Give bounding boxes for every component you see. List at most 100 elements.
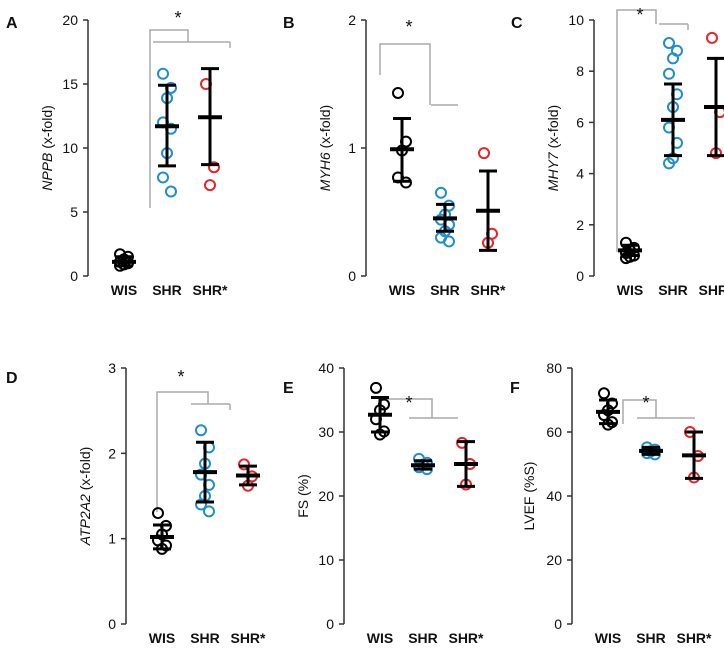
data-point [195,498,207,511]
group-wis [618,236,642,265]
significance-bracket [616,9,657,252]
significance-bracket [149,29,189,208]
panel-c: C 0 2 4 6 8 10 MHY7 (x-fold) WIS SHR SHR* * [511,5,724,298]
data-point [392,86,404,99]
x-category-label: WIS [111,282,137,298]
y-tick-label: 10 [568,12,584,28]
group-shr [661,37,685,170]
data-point [598,387,610,400]
y-axis-label: ATP2A2 (x-fold) [77,447,93,547]
y-tick-label: 15 [62,76,78,92]
group-wis [368,381,392,441]
y-tick-label: 10 [62,140,78,156]
significance-star: * [405,393,412,413]
x-category-label: SHR* [470,282,506,298]
y-tick-label: 0 [70,268,78,284]
y-tick-label: 20 [318,488,334,504]
data-point [435,186,447,199]
y-tick-label: 6 [576,114,584,130]
significance-star: * [174,8,181,28]
x-category-label: SHR* [230,630,266,646]
x-category-label: WIS [367,630,393,646]
data-point [478,147,490,160]
data-point [204,179,216,192]
y-tick-label: 40 [546,488,562,504]
y-tick-label: 30 [318,424,334,440]
data-point [238,458,250,471]
y-tick-label: 0 [326,616,334,632]
group-shr-star [236,458,260,492]
y-axis-gene: ATP2A2 [77,494,93,546]
x-category-label: SHR [408,630,438,646]
x-category-label: SHR* [676,630,712,646]
y-axis-unit: (x-fold) [77,447,93,494]
group-shr-star [682,426,706,484]
y-axis-gene: NPPB [39,153,55,191]
group-wis [596,387,620,431]
significance-star: * [642,393,649,413]
y-tick-label: 5 [70,204,78,220]
data-point [370,381,382,394]
data-point [620,252,632,265]
group-shr-star [704,31,724,160]
panel-a: A 0 5 10 15 20 NPPB (x-fold) WIS SHR SHR* * [6,8,231,298]
panel-letter: D [6,370,18,387]
y-tick-label: 0 [554,616,562,632]
group-shr-star [198,67,222,192]
x-category-label: SHR [430,282,460,298]
significance-bracket [379,43,431,105]
data-point [208,161,220,174]
data-point [667,52,679,65]
panel-d: D 0 1 2 3 ATP2A2 (x-fold) WIS SHR SHR* * [6,360,266,646]
y-tick-label: 2 [348,12,356,28]
panel-letter: A [6,15,18,32]
y-tick-label: 0 [348,268,356,284]
y-axis-unit: (x-fold) [545,105,561,152]
y-tick-label: 0 [576,268,584,284]
panel-letter: B [283,15,295,32]
y-tick-label: 2 [108,445,116,461]
significance-star: * [177,367,184,387]
panel-f: F 0 20 40 60 80 LVEF (%S) WIS SHR SHR* * [510,360,712,646]
data-point [203,505,215,518]
data-point [663,67,675,80]
group-shr-star [476,147,500,252]
group-shr [155,67,179,198]
group-shr [433,186,457,248]
data-point [663,157,675,170]
x-category-label: WIS [595,630,621,646]
x-category-label: SHR [636,630,666,646]
x-category-label: WIS [149,630,175,646]
panel-letter: F [510,380,520,397]
significance-star: * [636,5,643,25]
significance-bracket [622,399,657,424]
x-category-label: SHR [658,282,688,298]
y-tick-label: 0 [108,616,116,632]
panel-letter: C [511,15,523,32]
y-tick-label: 8 [576,63,584,79]
y-tick-label: 3 [108,360,116,376]
data-point [663,37,675,50]
x-category-label: WIS [617,282,643,298]
y-axis-unit: (x-fold) [317,105,333,152]
y-axis-label: NPPB (x-fold) [39,105,55,191]
data-point [157,67,169,80]
y-tick-label: 1 [108,531,116,547]
significance-star: * [405,17,412,37]
y-axis-unit: FS (%) [295,474,311,518]
group-wis [150,507,174,555]
data-point [157,171,169,184]
y-axis-label: MYH6 (x-fold) [317,105,333,191]
x-category-label: SHR* [448,630,484,646]
data-point [706,31,718,44]
y-axis-unit: (x-fold) [39,105,55,152]
group-shr-star [454,436,478,491]
y-tick-label: 20 [546,552,562,568]
group-shr [639,441,663,461]
y-tick-label: 20 [62,12,78,28]
panel-e: E 0 10 20 30 40 FS (%) WIS SHR SHR* * [283,360,484,646]
significance-bracket [156,391,209,512]
data-point [195,424,207,437]
y-tick-label: 1 [348,140,356,156]
